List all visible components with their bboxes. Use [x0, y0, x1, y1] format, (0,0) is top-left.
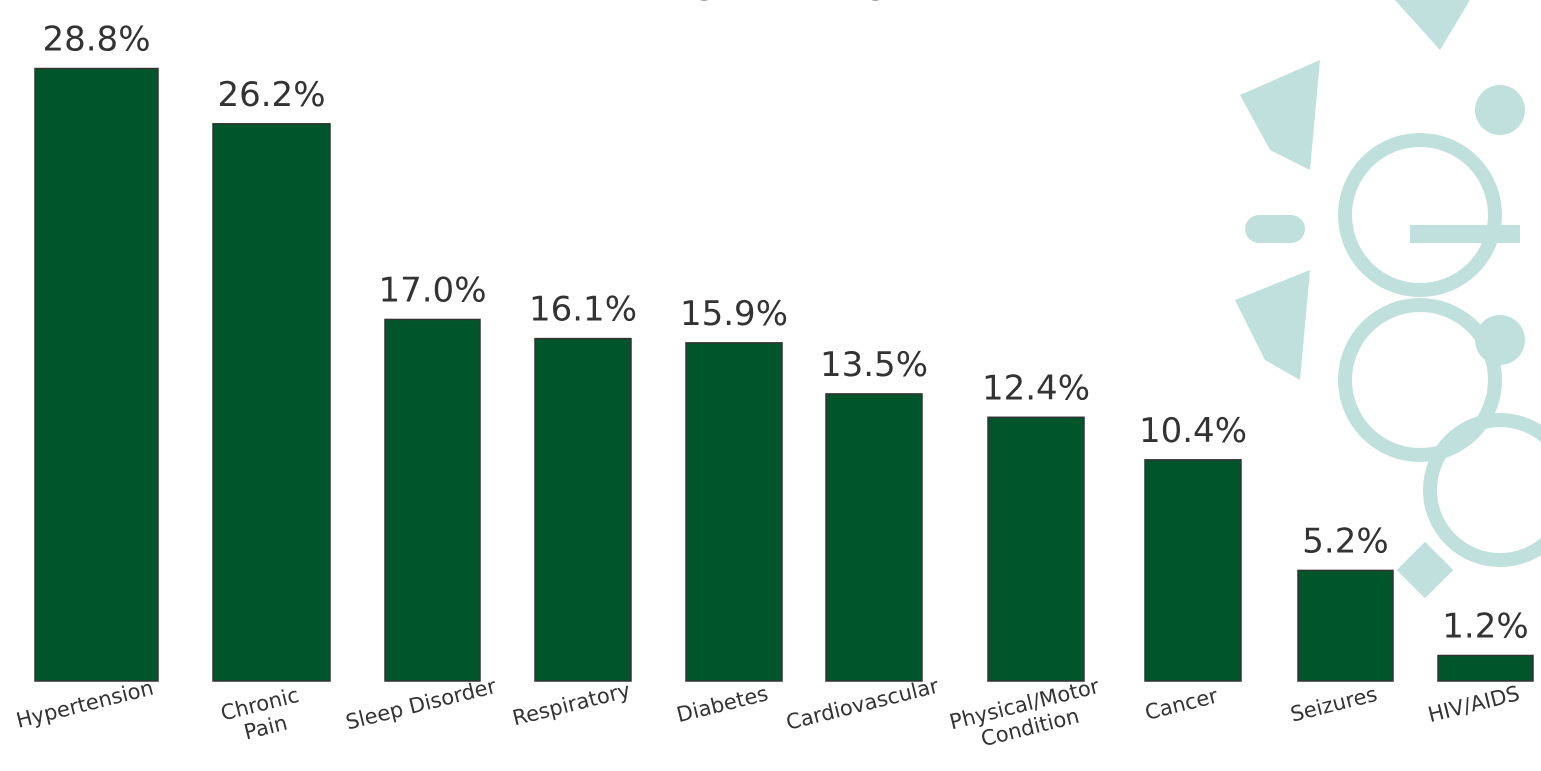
x-tick-label: HIV/AIDS — [1426, 681, 1523, 727]
bar — [212, 123, 331, 682]
value-label: 26.2% — [217, 75, 325, 115]
x-tick-label: Sleep Disorder — [343, 674, 499, 735]
bar — [685, 342, 783, 682]
value-label: 10.4% — [1139, 411, 1247, 451]
bar — [987, 416, 1085, 682]
x-tick-label: Respiratory — [510, 678, 633, 730]
chart-title: 2011 - 2022 — [658, 0, 952, 11]
decoration — [1235, 0, 1541, 599]
bar — [825, 393, 923, 682]
x-tick-label: Cardiovascular — [784, 674, 942, 735]
value-label: 1.2% — [1442, 606, 1528, 646]
value-label: 15.9% — [680, 294, 788, 334]
bar — [34, 67, 159, 682]
x-tick-label: Hypertension — [14, 676, 156, 733]
x-tick-label-line: HIV/AIDS — [1426, 681, 1523, 727]
value-label: 16.1% — [529, 290, 637, 330]
x-tick-label: Cancer — [1143, 684, 1221, 725]
bar — [534, 337, 632, 682]
bar — [1437, 654, 1534, 682]
bar — [1144, 459, 1242, 682]
value-label: 5.2% — [1302, 521, 1388, 561]
x-tick-label-line: Sleep Disorder — [343, 674, 499, 735]
x-tick-label-line: Hypertension — [14, 676, 156, 733]
x-tick-label-line: Diabetes — [674, 681, 770, 727]
x-tick-label: Diabetes — [674, 681, 770, 727]
value-label: 17.0% — [378, 270, 486, 310]
x-tick-label: Seizures — [1288, 682, 1380, 727]
x-tick-label-line: Cardiovascular — [784, 674, 942, 735]
x-tick-label-line: Seizures — [1288, 682, 1380, 727]
value-label: 12.4% — [982, 368, 1090, 408]
value-label: 13.5% — [820, 345, 928, 385]
value-label: 28.8% — [42, 20, 150, 60]
bar — [1297, 569, 1394, 682]
x-tick-label-line: Respiratory — [510, 678, 633, 730]
bar — [384, 318, 481, 682]
x-tick-label-line: Cancer — [1143, 684, 1221, 725]
